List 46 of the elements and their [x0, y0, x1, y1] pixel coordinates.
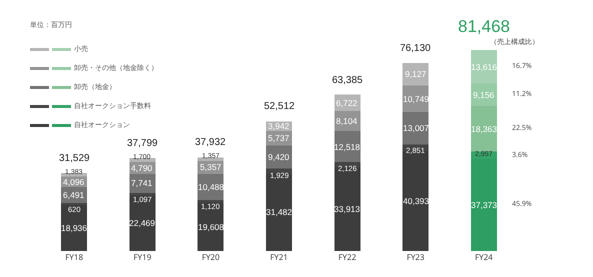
- data-label: 18,363: [471, 124, 498, 134]
- bar: [198, 157, 224, 161]
- data-label: 37,373: [471, 200, 498, 210]
- data-label: 10,488: [198, 182, 224, 192]
- bar: [129, 196, 156, 251]
- data-label: 22,469: [129, 218, 156, 228]
- data-label: 33,913: [334, 204, 360, 214]
- data-label: 12,518: [334, 142, 360, 152]
- data-label: 18,936: [61, 223, 88, 233]
- x-tick-label: FY18: [65, 252, 84, 263]
- bar: [470, 50, 497, 84]
- total-label: 63,385: [332, 75, 364, 86]
- data-label: 40,393: [403, 196, 430, 206]
- x-tick-label: FY20: [202, 252, 220, 263]
- total-label: 31,529: [59, 153, 90, 164]
- total-label: 76,130: [400, 43, 432, 54]
- total-label: 37,932: [195, 137, 226, 148]
- data-label: 31,482: [266, 207, 292, 217]
- data-label: 9,127: [405, 69, 427, 79]
- x-tick-label: FY22: [338, 252, 357, 263]
- data-label: 4,096: [63, 177, 85, 187]
- total-label: 81,468: [458, 17, 510, 36]
- bar: [470, 106, 497, 152]
- total-label: 52,512: [264, 101, 296, 112]
- data-label: 13,007: [403, 123, 430, 133]
- total-label: 37,799: [127, 138, 158, 149]
- data-label: 5,737: [268, 133, 290, 143]
- data-label: 13,616: [471, 62, 498, 72]
- x-tick-label: FY23: [406, 252, 425, 263]
- data-label: 7,741: [131, 178, 153, 188]
- data-label: 6,722: [336, 98, 358, 108]
- data-label: 10,749: [403, 94, 430, 104]
- data-label: 3,942: [268, 121, 290, 131]
- data-label: 4,790: [131, 163, 153, 173]
- x-tick-label: FY21: [270, 252, 288, 263]
- bar: [334, 131, 360, 162]
- data-label: 6,491: [63, 190, 85, 200]
- data-label: 8,104: [336, 116, 358, 126]
- data-label: 5,357: [200, 162, 222, 172]
- data-label: 9,420: [268, 152, 290, 162]
- bar: [402, 112, 429, 144]
- x-tick-label: FY19: [134, 252, 152, 263]
- bar: [402, 63, 429, 86]
- data-label: 9,156: [473, 90, 495, 100]
- x-tick-label: FY24: [474, 252, 494, 263]
- data-label: 19,608: [198, 222, 224, 232]
